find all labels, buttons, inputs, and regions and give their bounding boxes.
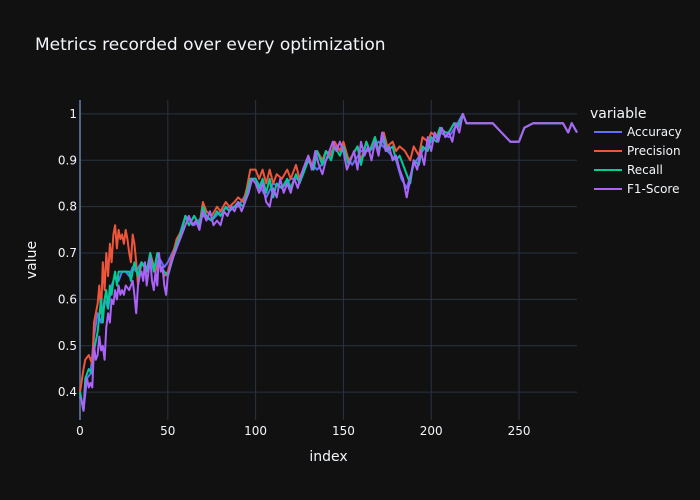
legend-label-accuracy: Accuracy: [627, 125, 682, 139]
series-line-f1-score: [79, 112, 578, 412]
y-axis-title: value: [24, 241, 40, 279]
legend-label-precision: Precision: [627, 144, 681, 158]
y-tick-label: 0.6: [58, 292, 77, 306]
x-tick-label: 150: [332, 424, 355, 438]
x-tick-label: 200: [420, 424, 443, 438]
x-axis-title: index: [309, 449, 347, 465]
series-lines: [79, 112, 578, 412]
y-tick-label: 1: [69, 107, 77, 121]
y-tick-label: 0.5: [58, 339, 77, 353]
x-tick-label: 250: [508, 424, 531, 438]
y-tick-label: 0.9: [58, 153, 77, 167]
x-tick-label: 100: [244, 424, 267, 438]
y-tick-label: 0.8: [58, 200, 77, 214]
chart-title: Metrics recorded over every optimization: [35, 35, 386, 55]
x-tick-label: 50: [160, 424, 175, 438]
legend-label-recall: Recall: [627, 163, 663, 177]
y-tick-label: 0.7: [58, 246, 77, 260]
legend: variable Accuracy Precision Recall F1-Score: [590, 106, 682, 196]
y-tick-label: 0.4: [58, 385, 77, 399]
legend-label-f1-score: F1-Score: [627, 182, 679, 196]
axis-ticks: 0.4 0.5 0.6 0.7 0.8 0.9 1 0 50 100 150 200 250: [58, 107, 531, 438]
grid: [79, 100, 577, 420]
legend-title: variable: [590, 106, 646, 122]
x-tick-label: 0: [76, 424, 84, 438]
